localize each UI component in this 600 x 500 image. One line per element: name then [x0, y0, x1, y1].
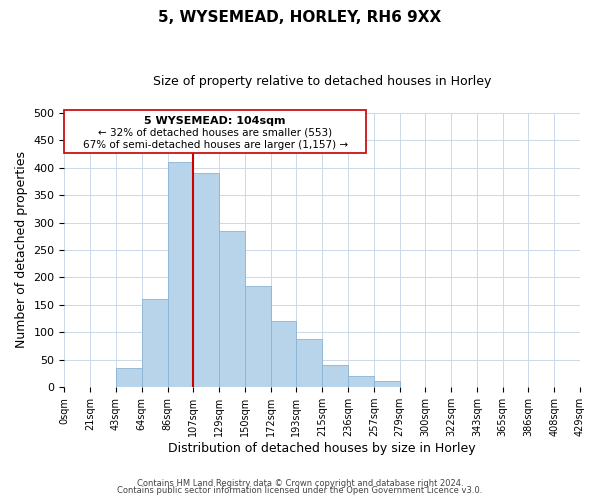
Bar — [116, 368, 142, 387]
Text: ← 32% of detached houses are smaller (553): ← 32% of detached houses are smaller (55… — [98, 128, 332, 138]
Bar — [348, 376, 374, 387]
Bar — [167, 162, 193, 387]
Bar — [296, 340, 322, 387]
Text: 67% of semi-detached houses are larger (1,157) →: 67% of semi-detached houses are larger (… — [83, 140, 348, 150]
FancyBboxPatch shape — [64, 110, 366, 152]
Text: Contains public sector information licensed under the Open Government Licence v3: Contains public sector information licen… — [118, 486, 482, 495]
Text: 5 WYSEMEAD: 104sqm: 5 WYSEMEAD: 104sqm — [145, 116, 286, 126]
Y-axis label: Number of detached properties: Number of detached properties — [15, 152, 28, 348]
Bar — [322, 366, 348, 387]
Bar — [142, 300, 167, 387]
Bar — [219, 231, 245, 387]
Bar — [245, 286, 271, 387]
Bar — [271, 322, 296, 387]
Bar — [374, 381, 400, 387]
X-axis label: Distribution of detached houses by size in Horley: Distribution of detached houses by size … — [169, 442, 476, 455]
Text: 5, WYSEMEAD, HORLEY, RH6 9XX: 5, WYSEMEAD, HORLEY, RH6 9XX — [158, 10, 442, 25]
Bar — [193, 173, 219, 387]
Text: Contains HM Land Registry data © Crown copyright and database right 2024.: Contains HM Land Registry data © Crown c… — [137, 478, 463, 488]
Title: Size of property relative to detached houses in Horley: Size of property relative to detached ho… — [153, 75, 491, 88]
